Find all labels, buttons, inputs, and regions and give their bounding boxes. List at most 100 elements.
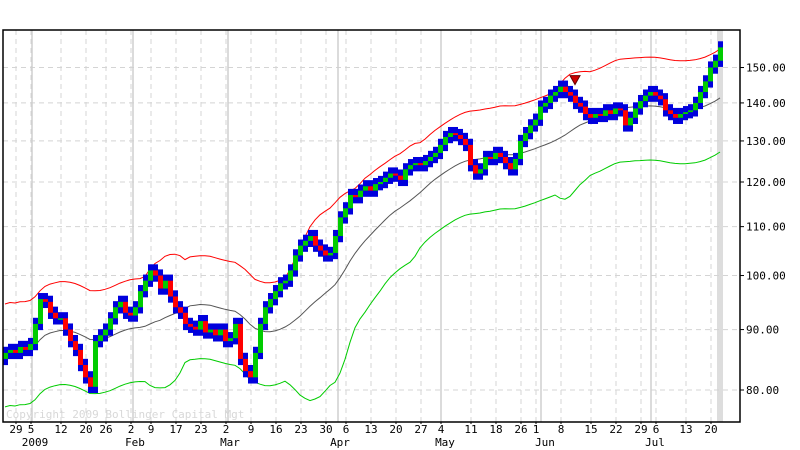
bar-body (548, 95, 553, 103)
price-bar (258, 317, 263, 360)
bar-body (58, 318, 63, 320)
price-bar (508, 156, 513, 176)
bar-body (288, 270, 293, 281)
bar-body (608, 110, 613, 115)
price-bar (668, 104, 673, 121)
bar-body (123, 301, 128, 313)
price-bar (48, 295, 53, 319)
price-bar (98, 329, 103, 348)
bar-body (73, 341, 78, 350)
price-bar (563, 80, 568, 99)
price-bar (433, 146, 438, 164)
x-tick-label: 30 (319, 423, 332, 436)
x-tick-label: 29 (9, 423, 22, 436)
price-bar (558, 80, 563, 99)
price-bar (273, 285, 278, 306)
bar-body (248, 371, 253, 378)
price-bar (568, 85, 573, 102)
bar-body (168, 280, 173, 297)
price-bar (73, 334, 78, 357)
bar-body (493, 152, 498, 160)
price-bar (708, 61, 713, 88)
bar-body (703, 81, 708, 93)
price-bar (633, 102, 638, 124)
price-bar (223, 323, 228, 348)
price-bar (38, 293, 43, 331)
x-axis: 29 5 12 20 26 2 9 17 23 2 9 16 23 30 6 13 20 27 4 11 18 26 1 8 1… (9, 422, 718, 449)
price-bar (103, 323, 108, 342)
price-bar (368, 180, 373, 197)
bar-body (108, 318, 113, 330)
price-bar (183, 306, 188, 331)
bar-body (718, 47, 723, 61)
bar-body (453, 133, 458, 136)
month-label: Jul (645, 436, 665, 449)
bar-body (343, 208, 348, 218)
bar-body (643, 95, 648, 102)
bar-body (678, 114, 683, 118)
bar-body (158, 275, 163, 289)
bar-body (708, 67, 713, 82)
bar-body (53, 312, 58, 319)
x-tick-label: 20 (389, 423, 402, 436)
x-tick-label: 6 (343, 423, 350, 436)
bar-body (698, 92, 703, 103)
month-label: Jun (535, 436, 555, 449)
price-bar (353, 188, 358, 204)
bar-body (368, 186, 373, 191)
bar-body (143, 280, 148, 292)
y-tick-label: 150.00 (746, 62, 786, 75)
price-bar (283, 274, 288, 290)
bar-body (223, 329, 228, 342)
bar-body (518, 140, 523, 160)
bar-body (403, 169, 408, 180)
price-bar (278, 277, 283, 298)
bar-body (378, 181, 383, 185)
x-tick-label: 20 (79, 423, 92, 436)
price-bar (113, 301, 118, 325)
bar-body (3, 352, 8, 359)
bar-body (583, 106, 588, 115)
y-tick-label: 100.00 (746, 270, 786, 283)
price-bar (43, 293, 48, 309)
price-bar (468, 138, 473, 172)
bar-body (268, 299, 273, 308)
price-bar (443, 130, 448, 152)
bar-body (338, 217, 343, 237)
bar-body (633, 108, 638, 118)
price-bar (123, 295, 128, 319)
bar-body (118, 301, 123, 308)
price-bar (263, 301, 268, 331)
price-bar (23, 340, 28, 357)
bar-body (298, 245, 303, 256)
price-bar (478, 163, 483, 180)
bar-body (658, 95, 663, 100)
price-bar (248, 364, 253, 384)
price-bar (598, 107, 603, 123)
bar-body (273, 291, 278, 300)
x-tick-label: 29 (634, 423, 647, 436)
x-tick-label: 9 (248, 423, 255, 436)
bar-body (573, 95, 578, 103)
price-bar (483, 150, 488, 176)
price-bar (663, 93, 668, 117)
x-tick-label: 18 (489, 423, 502, 436)
price-bar (68, 323, 73, 348)
price-bar (518, 134, 523, 166)
price-bar (503, 150, 508, 170)
x-tick-label: 13 (679, 423, 692, 436)
price-bar (608, 104, 613, 121)
bar-body (133, 307, 138, 316)
bar-body (23, 346, 28, 350)
bar-body (428, 156, 433, 162)
bar-body (233, 323, 238, 339)
bar-body (393, 173, 398, 176)
bar-body (568, 92, 573, 96)
y-tick-label: 140.00 (746, 97, 786, 110)
price-bar (198, 314, 203, 336)
price-bar (413, 156, 418, 172)
lower-band-line (4, 151, 721, 408)
price-bar (228, 332, 233, 348)
price-bar (693, 96, 698, 117)
price-bar (363, 180, 368, 197)
